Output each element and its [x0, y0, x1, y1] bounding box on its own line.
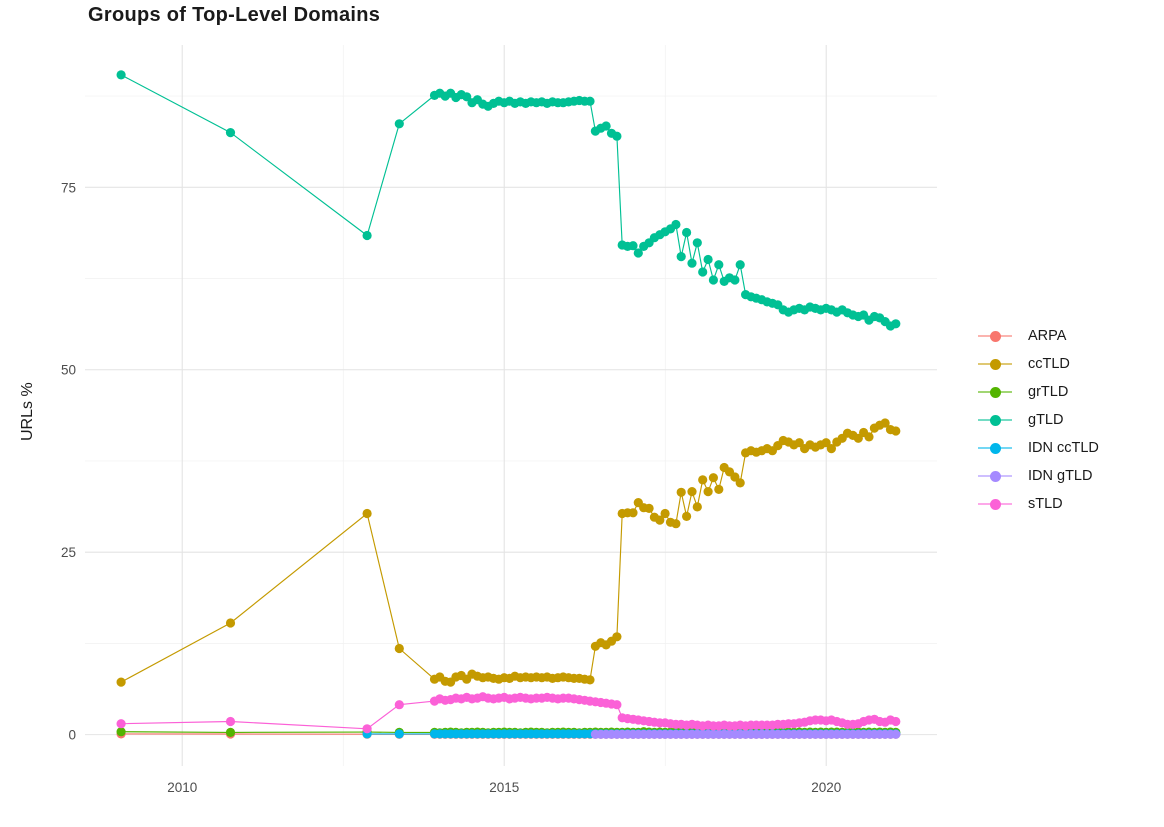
- series-point-gtld: [735, 260, 745, 270]
- series-point-gtld: [612, 131, 622, 141]
- series-point-cctld: [714, 484, 724, 494]
- legend-item-idn-cctld: IDN ccTLD: [978, 434, 1099, 462]
- legend-label: sTLD: [1028, 496, 1063, 512]
- series-point-gtld: [698, 267, 708, 277]
- series-point-cctld: [655, 515, 665, 525]
- series-point-cctld: [585, 675, 595, 685]
- series-point-gtld: [462, 92, 472, 102]
- series-point-gtld: [633, 248, 643, 258]
- series-point-cctld: [671, 519, 681, 529]
- series-line-gtld: [120, 74, 897, 327]
- series-point-cctld: [708, 473, 719, 483]
- series-point-gtld: [891, 319, 901, 329]
- series-point-cctld: [735, 478, 745, 488]
- series-point-gtld: [692, 238, 702, 248]
- legend-item-arpa: ARPA: [978, 322, 1099, 350]
- y-axis-tick-label: 50: [61, 363, 76, 378]
- series-point-stld: [394, 700, 404, 710]
- series-point-cctld: [853, 433, 863, 443]
- series-point-grtld: [225, 727, 236, 738]
- series-point-cctld: [692, 502, 702, 512]
- y-axis-tick-label: 25: [61, 545, 76, 560]
- series-point-gtld: [682, 227, 692, 238]
- series-point-gtld: [676, 252, 686, 262]
- series-point-gtld: [601, 121, 611, 131]
- series-point-cctld: [394, 643, 404, 654]
- legend-item-cctld: ccTLD: [978, 350, 1099, 378]
- series-point-cctld: [612, 632, 622, 642]
- series-point-gtld: [628, 241, 638, 251]
- y-axis-tick-label: 0: [68, 728, 76, 743]
- series-point-cctld: [676, 487, 686, 497]
- legend: ARPA ccTLD grTLD gTLD IDN ccTLD IDN gTLD…: [978, 322, 1099, 518]
- series-point-cctld: [687, 487, 697, 497]
- legend-label: ARPA: [1028, 328, 1067, 344]
- legend-item-grtld: grTLD: [978, 378, 1099, 406]
- series-point-idn-gtld: [891, 729, 901, 739]
- legend-key-arpa: [978, 329, 1012, 343]
- series-point-gtld: [362, 230, 372, 241]
- series-point-gtld: [225, 128, 236, 138]
- series-point-gtld: [671, 219, 681, 230]
- legend-key-idn-cctld: [978, 441, 1012, 455]
- series-point-cctld: [225, 618, 236, 628]
- series-point-cctld: [682, 511, 692, 521]
- legend-label: IDN ccTLD: [1028, 440, 1099, 456]
- legend-item-stld: sTLD: [978, 490, 1099, 518]
- legend-key-cctld: [978, 357, 1012, 371]
- series-point-gtld: [687, 258, 697, 268]
- series-point-gtld: [116, 70, 126, 80]
- series-point-stld: [225, 716, 236, 727]
- series-point-gtld: [585, 96, 595, 106]
- x-axis-tick-label: 2010: [167, 780, 197, 795]
- series-point-cctld: [698, 475, 708, 485]
- series-point-cctld: [116, 677, 126, 687]
- series-point-gtld: [714, 260, 724, 270]
- legend-key-stld: [978, 497, 1012, 511]
- series-point-cctld: [880, 418, 890, 428]
- series-point-idn-cctld: [394, 729, 404, 739]
- series-point-cctld: [644, 503, 654, 513]
- series-point-cctld: [821, 438, 831, 448]
- series-point-grtld: [116, 727, 126, 737]
- series-point-stld: [891, 716, 901, 727]
- legend-item-idn-gtld: IDN gTLD: [978, 462, 1099, 490]
- x-axis-tick-label: 2020: [811, 780, 841, 795]
- legend-key-grtld: [978, 385, 1012, 399]
- series-point-cctld: [794, 438, 804, 448]
- series-point-cctld: [826, 444, 837, 454]
- series-point-stld: [116, 719, 126, 729]
- series-point-gtld: [730, 275, 740, 285]
- series-point-cctld: [864, 432, 874, 442]
- series-point-cctld: [703, 487, 713, 497]
- series-point-cctld: [628, 508, 638, 518]
- series-point-cctld: [891, 426, 901, 436]
- series-point-cctld: [660, 508, 670, 519]
- series-point-gtld: [703, 254, 713, 265]
- legend-label: ccTLD: [1028, 356, 1070, 372]
- legend-label: IDN gTLD: [1028, 468, 1093, 484]
- legend-label: grTLD: [1028, 384, 1069, 400]
- legend-key-gtld: [978, 413, 1012, 427]
- series-point-stld: [362, 724, 372, 734]
- series-point-stld: [612, 700, 622, 710]
- series-point-cctld: [730, 472, 740, 482]
- legend-label: gTLD: [1028, 412, 1064, 428]
- legend-key-idn-gtld: [978, 469, 1012, 483]
- legend-item-gtld: gTLD: [978, 406, 1099, 434]
- x-axis-tick-label: 2015: [489, 780, 519, 795]
- series-point-gtld: [394, 119, 404, 129]
- series-point-gtld: [708, 275, 719, 285]
- chart-title: Groups of Top-Level Domains: [88, 4, 381, 26]
- series-point-cctld: [362, 508, 372, 519]
- y-axis-tick-label: 75: [61, 180, 76, 195]
